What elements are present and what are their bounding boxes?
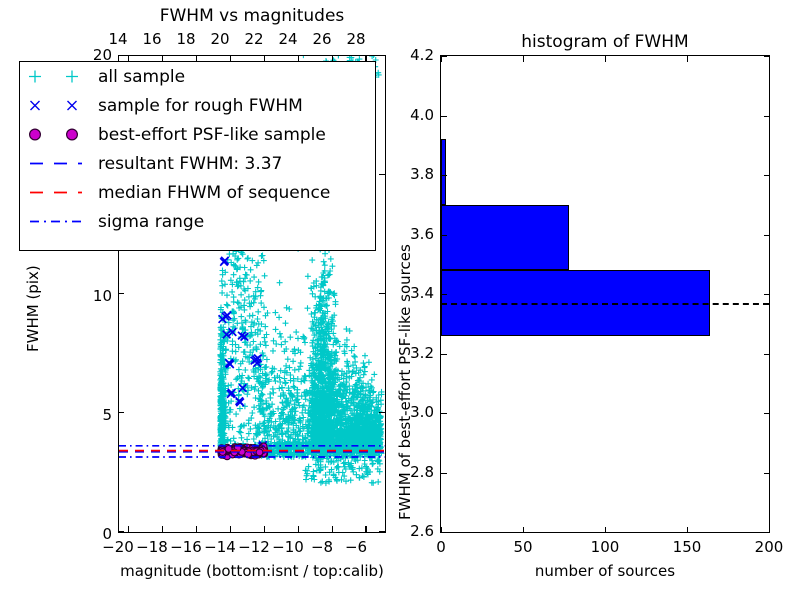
right-ytick-label: 4.0 — [410, 105, 434, 124]
left-xtick-top-3: 20 — [210, 30, 230, 48]
right-ytick-label: 3.8 — [410, 165, 434, 183]
legend-label: sample for rough FWHM — [98, 95, 303, 116]
legend-label: best-effort PSF-like sample — [98, 124, 326, 145]
left-xtick-bottom-6: −8 — [310, 538, 334, 556]
circle-icon — [20, 120, 98, 149]
left-xtick-top-2: 18 — [176, 30, 196, 48]
left-xtick-top-7: 28 — [346, 30, 366, 48]
legend-item-median-fhwm[interactable]: median FHWM of sequence — [20, 178, 375, 207]
left-panel-title: FWHM vs magnitudes — [159, 6, 345, 26]
left-xtick-bottom-2: −16 — [170, 538, 202, 556]
left-xtick-top-4: 22 — [244, 30, 264, 48]
legend-item-resultant-fwhm[interactable]: resultant FWHM: 3.37 — [20, 149, 375, 178]
legend-item-sigma-range[interactable]: sigma range — [20, 207, 375, 236]
left-ytick-0: 0 — [102, 525, 112, 543]
right-ytick-label: 3.0 — [410, 403, 434, 421]
left-xtick-bottom-0: −20 — [102, 538, 134, 556]
right-xtick-label: 150 — [672, 538, 702, 556]
resultant-fwhm-line — [441, 302, 769, 305]
plus-icon — [20, 62, 98, 91]
left-xtick-bottom-7: −6 — [344, 538, 368, 556]
histogram-bar — [441, 204, 569, 271]
legend-label: median FHWM of sequence — [98, 182, 331, 203]
right-ytick-label: 4.2 — [410, 46, 434, 64]
histogram-bars-layer — [441, 56, 769, 532]
legend-item-all-sample[interactable]: all sample — [20, 62, 375, 91]
left-ylabel: FWHM (pix) — [24, 265, 42, 352]
legend-label: resultant FWHM: 3.37 — [98, 153, 283, 174]
right-ytick-label: 3.6 — [410, 224, 434, 243]
dashed-line-icon — [20, 149, 98, 178]
left-xlabel-bottom: magnitude (bottom:isnt / top:calib) — [120, 562, 384, 580]
left-xtick-top-6: 26 — [312, 30, 332, 48]
legend-item-psf-like[interactable]: best-effort PSF-like sample — [20, 120, 375, 149]
series-psf-like — [217, 442, 269, 461]
left-xtick-bottom-3: −14 — [204, 538, 236, 556]
right-xtick-label: 50 — [513, 538, 533, 556]
left-xtick-top-0: 14 — [108, 30, 128, 48]
right-xtick-label: 100 — [590, 538, 620, 556]
cross-icon — [20, 91, 98, 120]
left-xtick-top-5: 24 — [278, 30, 298, 48]
right-xlabel: number of sources — [534, 562, 676, 580]
right-xtick-label: 200 — [754, 538, 784, 556]
left-xtick-bottom-5: −10 — [272, 538, 304, 556]
histogram-bar — [441, 139, 446, 205]
legend-label: sigma range — [98, 211, 205, 232]
reference-lines — [119, 444, 385, 458]
left-xtick-bottom-1: −18 — [136, 538, 168, 556]
dashdot-line-icon — [20, 207, 98, 236]
right-ytick-label: 2.8 — [410, 462, 434, 481]
left-ytick-10: 10 — [92, 287, 112, 305]
legend-item-rough-fwhm[interactable]: sample for rough FWHM — [20, 91, 375, 120]
left-xtick-bottom-4: −12 — [238, 538, 270, 556]
legend-box: all sample sample for rough FWHM best-ef… — [19, 61, 376, 251]
right-xtick-label: 0 — [436, 538, 446, 556]
scatter-svg — [119, 56, 385, 487]
left-plot-data-layer — [119, 56, 385, 532]
right-ytick-label: 3.4 — [410, 284, 434, 302]
left-ytick-20: 20 — [92, 46, 112, 64]
left-xtick-top-1: 16 — [142, 30, 162, 48]
right-ytick-label: 3.2 — [410, 343, 434, 362]
dashed-line-icon — [20, 178, 98, 207]
left-ytick-5: 5 — [102, 406, 112, 424]
right-panel-title: histogram of FWHM — [521, 32, 689, 52]
right-ytick-label: 2.6 — [410, 522, 434, 540]
legend-label: all sample — [98, 66, 186, 87]
